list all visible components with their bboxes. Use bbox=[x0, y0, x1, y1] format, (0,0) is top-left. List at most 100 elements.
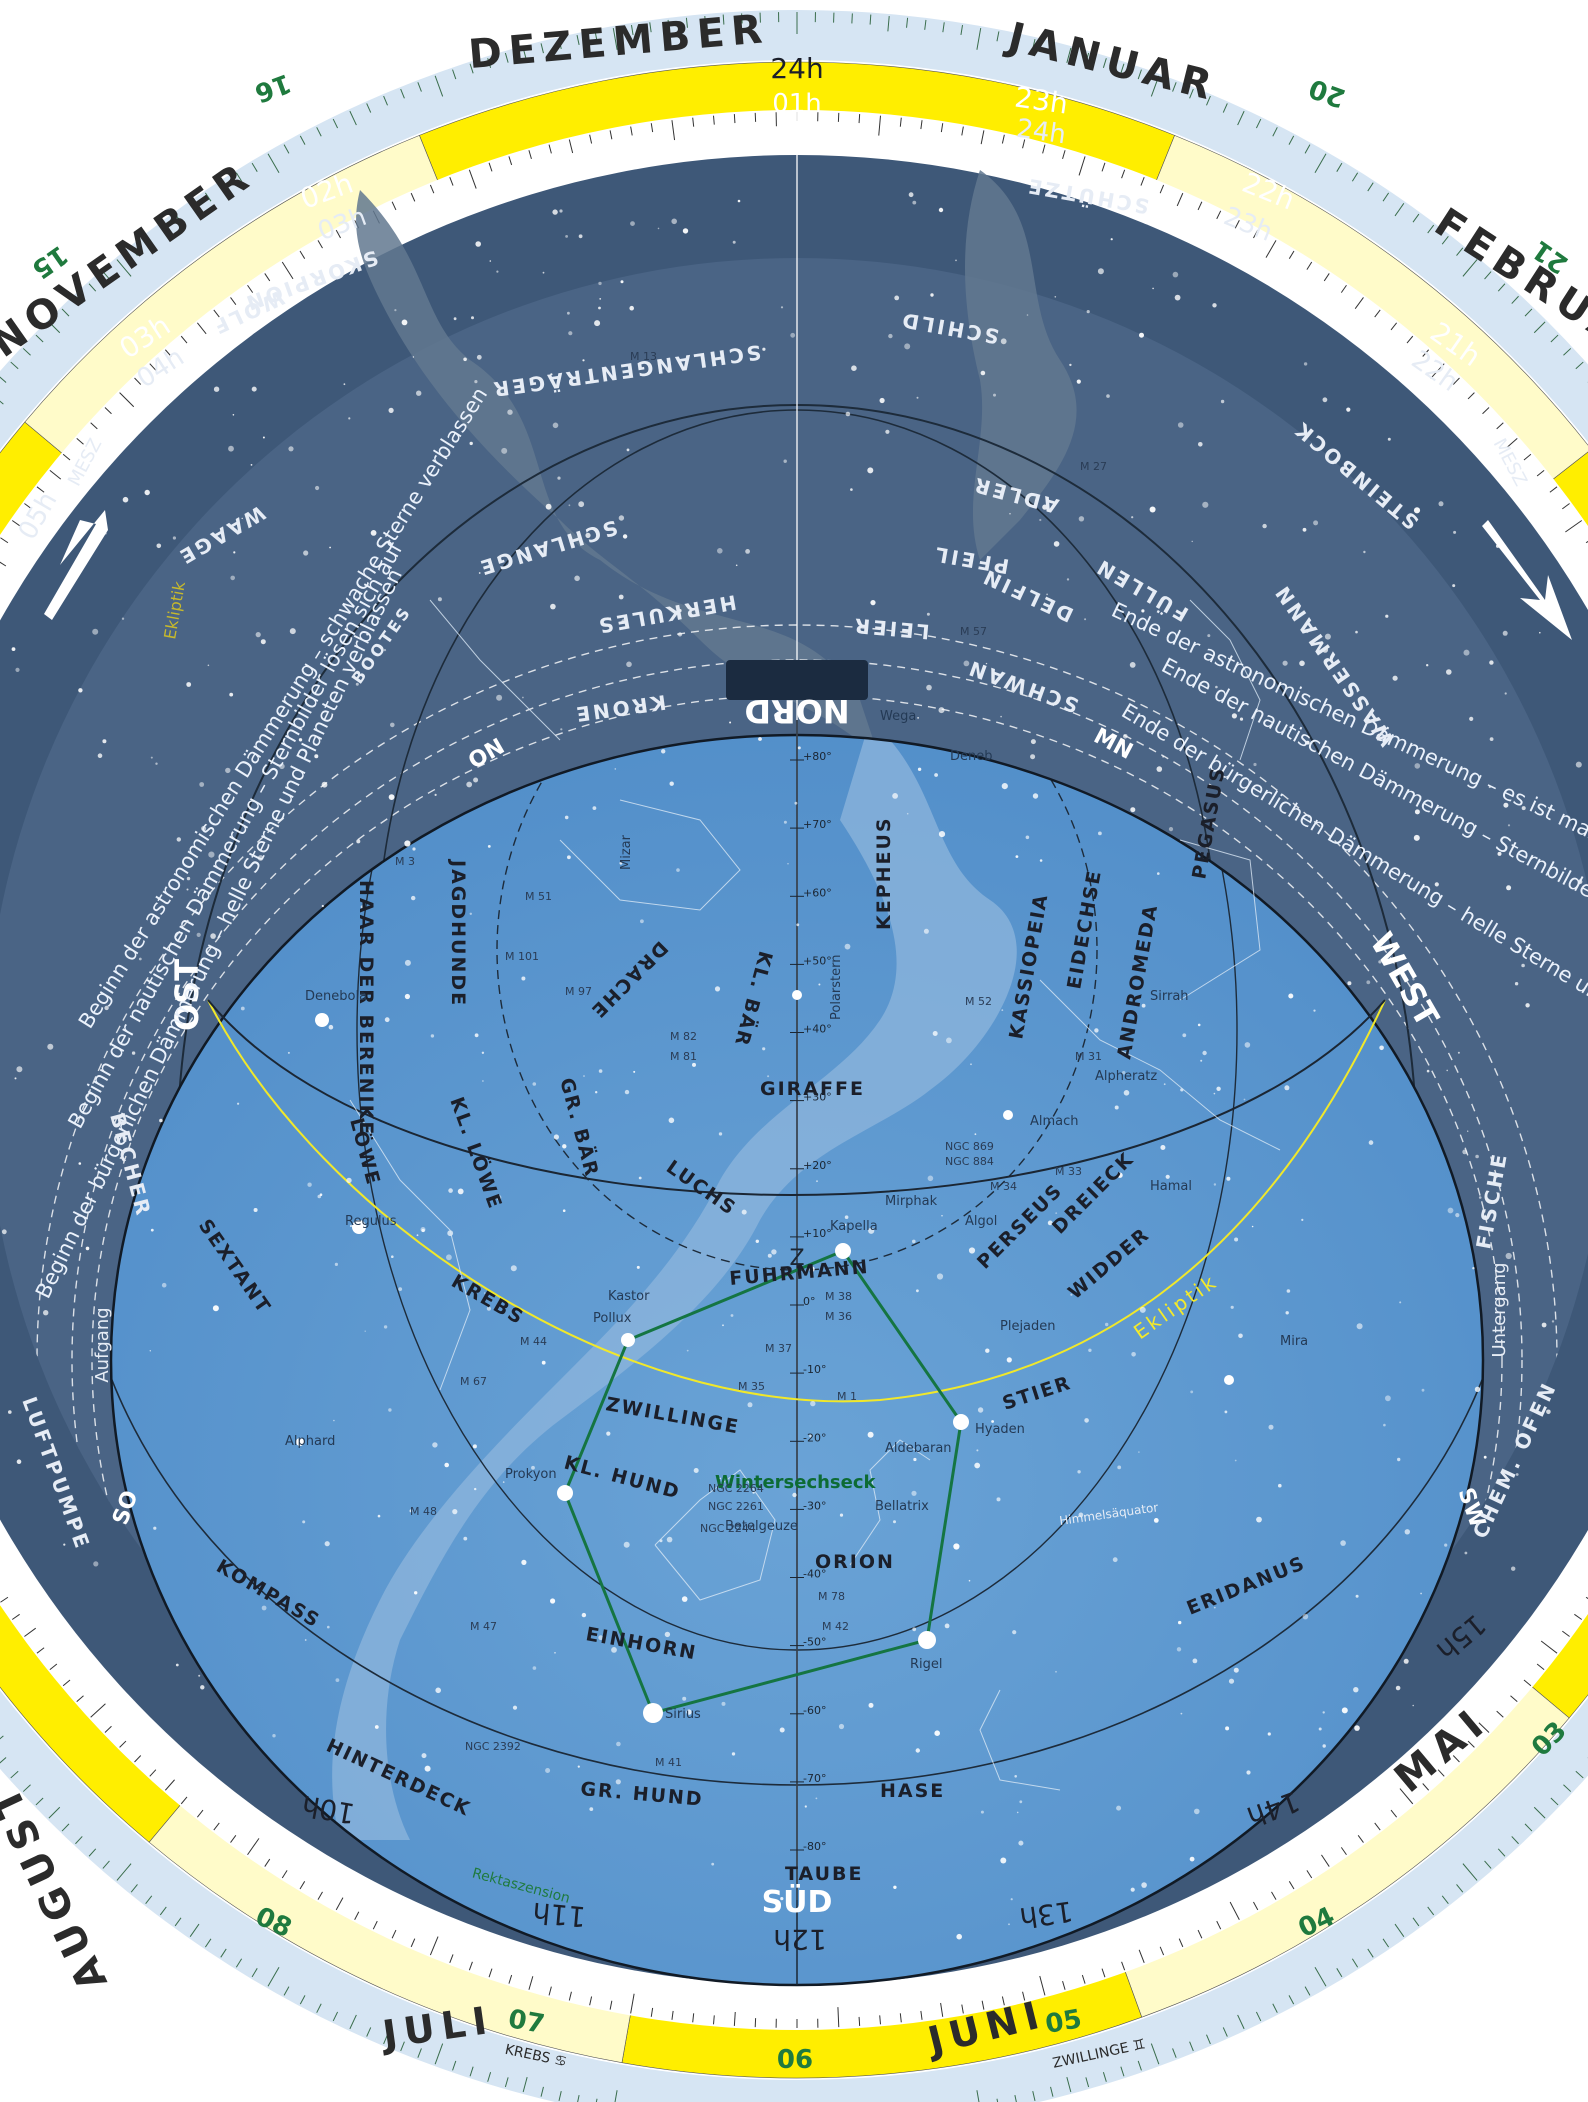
tick-mark bbox=[1340, 284, 1347, 293]
star bbox=[1334, 461, 1337, 464]
tick-mark bbox=[1523, 1679, 1532, 1687]
star bbox=[1438, 501, 1444, 507]
tick-mark bbox=[196, 1809, 204, 1818]
star bbox=[767, 1075, 770, 1078]
star bbox=[1200, 1059, 1203, 1062]
star bbox=[298, 738, 303, 742]
star bbox=[374, 1725, 379, 1729]
tick-mark bbox=[1137, 69, 1142, 80]
tick-mark bbox=[1216, 1920, 1222, 1930]
tick-mark bbox=[22, 1784, 31, 1792]
tick-mark bbox=[213, 309, 220, 318]
star bbox=[934, 1730, 940, 1736]
tick-mark bbox=[609, 130, 613, 140]
tick-mark bbox=[1422, 349, 1430, 357]
tick-mark bbox=[1563, 1784, 1572, 1792]
tick-mark bbox=[630, 1993, 635, 2014]
tick-mark bbox=[62, 453, 71, 461]
tick-mark bbox=[281, 261, 294, 280]
star bbox=[1489, 737, 1494, 741]
star bbox=[47, 1043, 54, 1050]
star bbox=[904, 343, 911, 350]
star bbox=[453, 317, 457, 321]
star bbox=[472, 1444, 477, 1449]
tick-mark bbox=[940, 123, 944, 133]
star bbox=[692, 1062, 696, 1067]
star bbox=[469, 441, 473, 446]
tick-mark bbox=[134, 1755, 142, 1763]
tick-mark bbox=[942, 22, 945, 33]
tick-mark bbox=[1462, 259, 1478, 277]
star bbox=[1539, 631, 1541, 634]
star bbox=[845, 411, 851, 417]
tick-mark bbox=[299, 1881, 306, 1890]
tick-mark bbox=[1563, 348, 1572, 356]
tick-mark bbox=[1523, 453, 1532, 461]
star bbox=[798, 1900, 805, 1907]
star bbox=[198, 1674, 201, 1677]
star bbox=[779, 1727, 785, 1733]
star bbox=[1086, 310, 1090, 314]
star bbox=[1239, 717, 1244, 721]
star bbox=[850, 488, 853, 491]
star bbox=[1475, 1154, 1479, 1159]
star bbox=[532, 1666, 537, 1670]
star bbox=[598, 306, 601, 310]
tick-mark bbox=[504, 2077, 509, 2088]
tick-mark bbox=[1022, 139, 1026, 149]
star bbox=[401, 319, 408, 326]
star bbox=[968, 1579, 971, 1582]
ecliptic-visible bbox=[207, 999, 1386, 1403]
tick-mark bbox=[130, 1884, 138, 1893]
tick-mark bbox=[1511, 1836, 1519, 1845]
star bbox=[926, 612, 930, 616]
tick-mark bbox=[383, 2034, 388, 2045]
star bbox=[562, 1209, 566, 1212]
tick-mark bbox=[1550, 334, 1559, 343]
star bbox=[457, 1188, 464, 1195]
tick-mark bbox=[247, 284, 254, 293]
star bbox=[1032, 793, 1039, 799]
star bbox=[1525, 1003, 1530, 1008]
star bbox=[487, 845, 491, 848]
star bbox=[416, 390, 422, 396]
tick-mark bbox=[630, 24, 634, 35]
star bbox=[851, 365, 857, 372]
star bbox=[977, 1407, 984, 1413]
star bbox=[577, 1765, 580, 1768]
ra-label: 06 bbox=[777, 2045, 813, 2075]
tick-mark bbox=[400, 2041, 405, 2052]
star bbox=[917, 717, 919, 719]
star bbox=[478, 572, 481, 574]
star bbox=[934, 773, 938, 777]
star bbox=[1066, 578, 1070, 581]
star bbox=[1019, 1800, 1023, 1804]
star bbox=[448, 1188, 453, 1193]
star bbox=[452, 1509, 458, 1515]
tick-mark bbox=[36, 486, 45, 493]
tick-mark bbox=[429, 184, 435, 194]
star bbox=[686, 1349, 689, 1352]
star bbox=[1521, 806, 1526, 811]
star bbox=[78, 688, 83, 693]
star bbox=[661, 749, 666, 754]
star bbox=[594, 320, 601, 327]
star bbox=[390, 722, 395, 728]
star bbox=[1202, 1050, 1207, 1056]
tick-mark bbox=[1176, 192, 1184, 207]
star bbox=[1234, 1459, 1237, 1462]
star bbox=[207, 664, 210, 667]
star bbox=[1551, 1320, 1555, 1323]
tick-mark bbox=[741, 13, 743, 24]
star bbox=[1399, 1301, 1402, 1304]
tick-mark bbox=[1351, 172, 1359, 182]
star bbox=[1110, 238, 1113, 241]
tick-mark bbox=[649, 22, 652, 33]
star bbox=[762, 1047, 766, 1051]
star bbox=[598, 1069, 603, 1073]
tick-mark bbox=[283, 1986, 290, 1996]
star bbox=[149, 1350, 151, 1352]
tick-mark bbox=[1412, 1917, 1420, 1927]
tick-mark bbox=[528, 1976, 534, 1990]
